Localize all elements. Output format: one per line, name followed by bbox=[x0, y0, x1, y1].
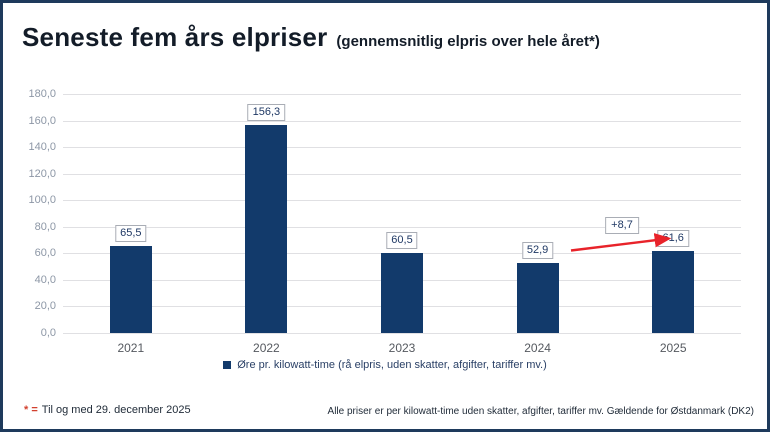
y-axis-tick-label: 20,0 bbox=[34, 300, 56, 313]
y-axis-tick-label: 0,0 bbox=[40, 327, 56, 339]
page-title: Seneste fem års elpriser (gennemsnitlig … bbox=[22, 22, 600, 53]
legend: Øre pr. kilowatt-time (rå elpris, uden s… bbox=[0, 359, 770, 371]
gridline bbox=[63, 226, 741, 228]
footnote-date: * = Til og med 29. december 2025 bbox=[24, 404, 191, 416]
x-axis-label-2024: 2024 bbox=[524, 341, 551, 355]
bar-value-label: 52,9 bbox=[521, 241, 554, 259]
legend-swatch-icon bbox=[223, 361, 232, 369]
x-axis-label-2023: 2023 bbox=[388, 341, 416, 355]
y-axis-tick-label: 180,0 bbox=[28, 88, 56, 100]
y-axis-tick-label: 40,0 bbox=[34, 273, 56, 286]
footnote-source: Alle priser er per kilowatt-time uden sk… bbox=[327, 406, 754, 417]
bar-2022 bbox=[245, 125, 288, 333]
y-axis-tick-label: 120,0 bbox=[28, 167, 56, 180]
footnote-date-text: Til og med 29. december 2025 bbox=[41, 404, 191, 416]
x-axis-label-2025: 2025 bbox=[659, 341, 687, 355]
legend-label: Øre pr. kilowatt-time (rå elpris, uden s… bbox=[237, 359, 547, 371]
bar-2024 bbox=[516, 262, 559, 333]
increase-annotation: +8,7 bbox=[605, 216, 639, 234]
y-axis-tick-label: 140,0 bbox=[28, 141, 56, 154]
bar-2025 bbox=[652, 251, 695, 333]
y-axis-tick-label: 100,0 bbox=[28, 194, 56, 207]
y-axis-tick-label: 80,0 bbox=[34, 220, 56, 233]
x-axis-label-2021: 2021 bbox=[117, 341, 145, 355]
gridline bbox=[63, 147, 741, 149]
y-axis-tick-label: 60,0 bbox=[34, 247, 56, 260]
bar-value-label: 60,5 bbox=[386, 231, 418, 249]
chart-title: Seneste fem års elpriser bbox=[22, 22, 328, 52]
gridline bbox=[63, 200, 741, 202]
bar-value-label: 61,6 bbox=[657, 230, 689, 248]
footnote-asterisk: * = bbox=[24, 404, 38, 416]
bar-2023 bbox=[381, 252, 423, 333]
chart-subtitle: (gennemsnitlig elpris over hele året*) bbox=[336, 33, 600, 50]
bar-2021 bbox=[109, 246, 152, 333]
gridline bbox=[63, 173, 741, 175]
bar-value-label: 65,5 bbox=[115, 225, 147, 243]
bar-value-label: 156,3 bbox=[247, 104, 286, 122]
gridline bbox=[63, 120, 741, 122]
x-axis-label-2022: 2022 bbox=[253, 341, 280, 355]
y-axis-tick-label: 160,0 bbox=[28, 114, 56, 127]
gridline bbox=[63, 333, 741, 334]
gridline bbox=[63, 94, 741, 95]
